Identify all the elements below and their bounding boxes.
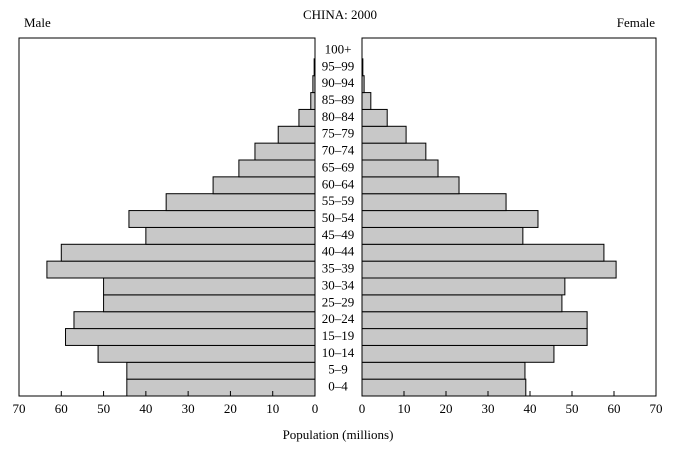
bar bbox=[361, 226, 524, 245]
bar bbox=[97, 344, 316, 363]
bar bbox=[310, 92, 316, 110]
x-tick-label: 10 bbox=[398, 401, 411, 416]
bar bbox=[361, 344, 555, 363]
bar bbox=[103, 294, 316, 313]
bar bbox=[298, 108, 316, 127]
x-tick-label: 20 bbox=[440, 401, 453, 416]
age-label: 90–94 bbox=[322, 75, 355, 90]
bar bbox=[254, 142, 316, 161]
x-tick-label: 40 bbox=[139, 401, 152, 416]
age-label: 20–24 bbox=[322, 311, 355, 326]
bar bbox=[361, 361, 526, 380]
bar bbox=[312, 75, 316, 94]
bar bbox=[361, 210, 539, 228]
x-tick-label: 60 bbox=[55, 401, 68, 416]
bar bbox=[145, 226, 316, 245]
age-label: 75–79 bbox=[322, 126, 355, 141]
x-tick-label: 20 bbox=[224, 401, 237, 416]
x-tick-label: 70 bbox=[13, 401, 26, 416]
age-label: 35–39 bbox=[322, 261, 355, 276]
bar bbox=[361, 243, 605, 262]
bar bbox=[46, 260, 316, 279]
bar bbox=[361, 378, 527, 397]
bar bbox=[361, 311, 588, 330]
x-tick-label: 50 bbox=[97, 401, 110, 416]
bar bbox=[361, 75, 365, 94]
age-label: 55–59 bbox=[322, 193, 355, 208]
bar bbox=[361, 142, 427, 161]
x-tick-label: 0 bbox=[359, 401, 366, 416]
bar bbox=[361, 328, 588, 346]
bar bbox=[361, 92, 372, 110]
legend-female: Female bbox=[617, 15, 655, 30]
bar bbox=[128, 210, 316, 228]
bar bbox=[361, 159, 439, 178]
age-label: 0–4 bbox=[328, 379, 348, 394]
age-label: 25–29 bbox=[322, 294, 355, 309]
x-tick-label: 30 bbox=[482, 401, 495, 416]
bar bbox=[60, 243, 316, 262]
x-tick-label: 0 bbox=[312, 401, 319, 416]
bar bbox=[361, 277, 566, 296]
bar bbox=[361, 193, 507, 212]
age-label: 60–64 bbox=[322, 176, 355, 191]
age-label: 50–54 bbox=[322, 210, 355, 225]
x-tick-label: 10 bbox=[266, 401, 279, 416]
bar bbox=[361, 294, 563, 313]
age-label: 5–9 bbox=[328, 362, 348, 377]
bar bbox=[361, 108, 388, 127]
age-label: 85–89 bbox=[322, 92, 355, 107]
bar bbox=[361, 176, 460, 195]
bar bbox=[238, 159, 316, 178]
bar bbox=[277, 125, 316, 144]
bar bbox=[361, 260, 617, 279]
bar bbox=[165, 193, 316, 212]
age-label: 70–74 bbox=[322, 143, 355, 158]
bar bbox=[126, 361, 316, 380]
x-tick-label: 70 bbox=[650, 401, 663, 416]
x-tick-label: 50 bbox=[566, 401, 579, 416]
x-tick-label: 30 bbox=[182, 401, 195, 416]
bar bbox=[313, 58, 316, 77]
x-tick-label: 40 bbox=[524, 401, 537, 416]
age-label: 95–99 bbox=[322, 58, 355, 73]
age-label: 10–14 bbox=[322, 345, 355, 360]
age-label: 30–34 bbox=[322, 277, 355, 292]
bar bbox=[361, 58, 364, 77]
bar bbox=[361, 125, 407, 144]
bar bbox=[65, 328, 316, 346]
x-axis-label: Population (millions) bbox=[283, 427, 394, 442]
chart-title: CHINA: 2000 bbox=[303, 7, 377, 22]
bar bbox=[212, 176, 316, 195]
age-label: 45–49 bbox=[322, 227, 355, 242]
age-label: 80–84 bbox=[322, 109, 355, 124]
age-label: 15–19 bbox=[322, 328, 355, 343]
age-label: 40–44 bbox=[322, 244, 355, 259]
legend-male: Male bbox=[24, 15, 51, 30]
bar bbox=[103, 277, 316, 296]
x-tick-label: 60 bbox=[608, 401, 621, 416]
age-label: 65–69 bbox=[322, 159, 355, 174]
bar bbox=[126, 378, 316, 397]
age-label: 100+ bbox=[325, 41, 352, 56]
bar bbox=[73, 311, 316, 330]
